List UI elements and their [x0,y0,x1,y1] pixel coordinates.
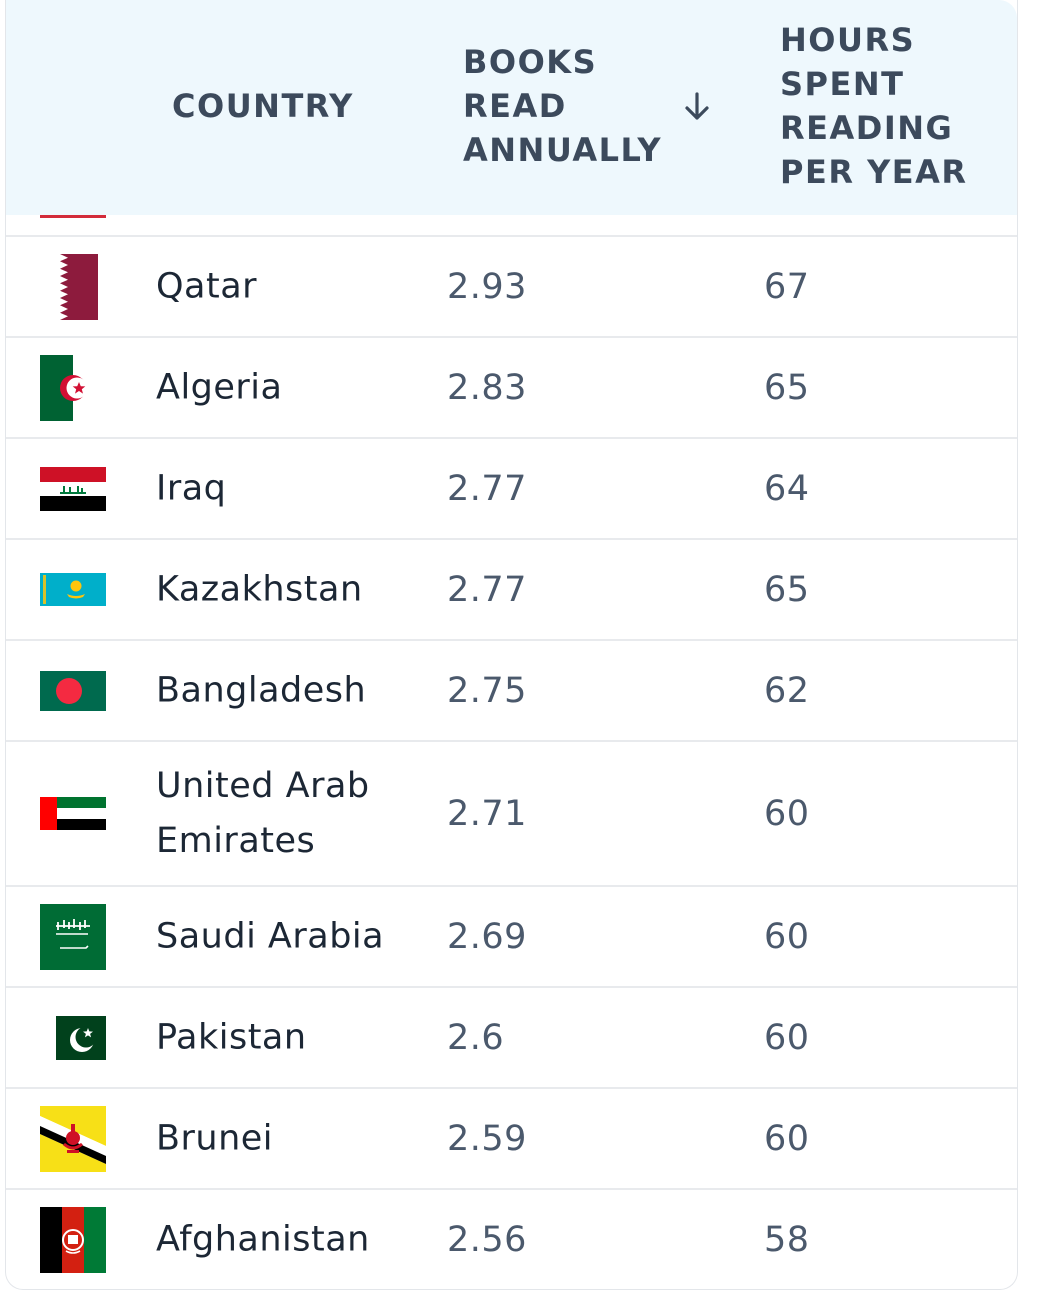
country-name: Bangladesh [156,670,367,710]
header-hours-spent-reading[interactable]: HOURS SPENT READING PER YEAR [780,21,968,191]
hours-reading-value: 60 [764,1118,810,1159]
partial-flag-icon [40,213,106,218]
books-read-value: 2.77 [447,468,527,509]
table-row[interactable]: Pakistan 2.6 60 [6,986,1017,1087]
country-name: Algeria [156,367,283,407]
table-row[interactable]: Qatar 2.93 67 [6,235,1017,336]
hours-reading-value: 64 [764,468,810,509]
qatar-flag-icon [48,253,98,320]
books-read-value: 2.93 [447,266,527,307]
hours-reading-value: 60 [764,916,810,957]
brunei-flag-icon [40,1105,106,1172]
country-name: Iraq [156,468,227,508]
country-name: United Arab Emirates [156,765,370,861]
hours-reading-value: 60 [764,1017,810,1058]
country-name: Qatar [156,266,258,306]
iraq-flag-icon [40,466,106,511]
books-read-value: 2.69 [447,916,527,957]
books-read-value: 2.59 [447,1118,527,1159]
books-read-value: 2.6 [447,1017,505,1058]
books-read-value: 2.83 [447,367,527,408]
saudi-arabia-flag-icon [40,903,106,970]
pakistan-flag-icon [40,1015,106,1060]
uae-flag-icon [40,797,106,830]
books-read-value: 2.77 [447,569,527,610]
header-country[interactable]: COUNTRY [172,87,354,125]
bangladesh-flag-icon [40,670,106,711]
hours-reading-value: 67 [764,266,810,307]
books-read-value: 2.75 [447,670,527,711]
table-body: Qatar 2.93 67 Algeria 2.83 65 [6,235,1017,1289]
country-name: Saudi Arabia [156,916,385,956]
hours-reading-value: 62 [764,670,810,711]
books-read-value: 2.56 [447,1219,527,1260]
reading-stats-table: COUNTRY BOOKS READ ANNUALLY HOURS SPENT … [5,0,1018,1290]
kazakhstan-flag-icon [40,573,106,606]
table-row[interactable]: Bangladesh 2.75 62 [6,639,1017,740]
country-name: Pakistan [156,1017,307,1057]
arrow-down-icon[interactable] [682,88,712,124]
algeria-flag-icon [40,354,106,421]
country-name: Kazakhstan [156,569,363,609]
hours-reading-value: 65 [764,367,810,408]
table-row[interactable]: Saudi Arabia 2.69 60 [6,885,1017,986]
table-row[interactable]: Algeria 2.83 65 [6,336,1017,437]
hours-reading-value: 58 [764,1219,810,1260]
table-row[interactable]: Kazakhstan 2.77 65 [6,538,1017,639]
books-read-value: 2.71 [447,793,527,834]
table-header: COUNTRY BOOKS READ ANNUALLY HOURS SPENT … [6,0,1017,215]
hours-reading-value: 65 [764,569,810,610]
table-row[interactable]: Brunei 2.59 60 [6,1087,1017,1188]
table-row[interactable]: Afghanistan 2.56 58 [6,1188,1017,1289]
hours-reading-value: 60 [764,793,810,834]
header-books-read-annually[interactable]: BOOKS READ ANNUALLY [463,43,663,169]
afghanistan-flag-icon [40,1206,106,1273]
country-name: Brunei [156,1118,274,1158]
table-row[interactable]: Iraq 2.77 64 [6,437,1017,538]
country-name: Afghanistan [156,1219,370,1259]
table-row[interactable]: United Arab Emirates 2.71 60 [6,740,1017,885]
